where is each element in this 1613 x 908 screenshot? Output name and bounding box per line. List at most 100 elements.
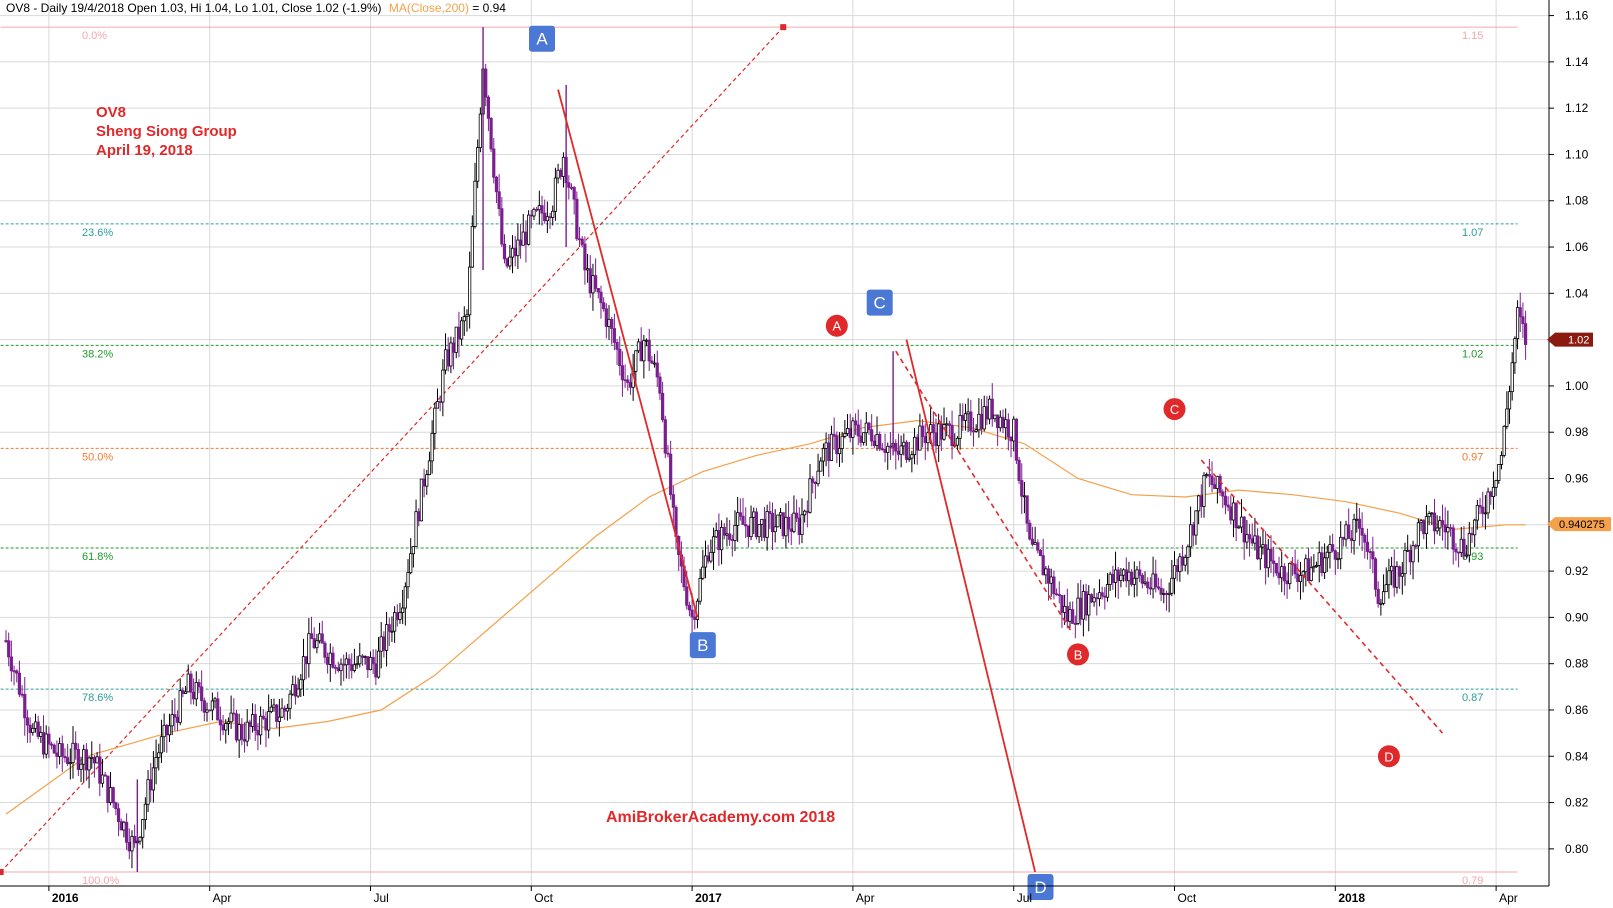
candle-body xyxy=(162,724,166,738)
candle-body xyxy=(1400,573,1404,577)
candle-body xyxy=(931,424,935,434)
x-tick-label: Apr xyxy=(213,891,232,905)
candle-body xyxy=(468,266,472,316)
candle-body xyxy=(518,239,523,246)
candle-body xyxy=(832,433,836,437)
wave-circle-marker xyxy=(1377,745,1400,768)
candle-body xyxy=(848,428,852,438)
candle-body xyxy=(446,349,450,367)
candle-body xyxy=(650,360,654,364)
candle-body xyxy=(360,655,365,658)
candle-body xyxy=(594,275,598,289)
candle-body xyxy=(610,318,614,329)
candle-body xyxy=(1076,597,1080,624)
candle-body xyxy=(248,721,252,727)
candle-body xyxy=(795,512,799,519)
candle-body xyxy=(406,572,410,588)
candle-body xyxy=(1306,558,1311,581)
candle-body xyxy=(851,420,855,438)
fib-pct-label: 38.2% xyxy=(82,348,113,360)
candle-body xyxy=(451,342,456,353)
candle-body xyxy=(937,423,941,447)
candle-body xyxy=(920,425,925,438)
y-tick-label: 0.98 xyxy=(1565,425,1589,439)
candle-body xyxy=(1138,569,1142,576)
candle-body xyxy=(1336,558,1340,561)
candle-body xyxy=(816,470,820,485)
candle-body xyxy=(1108,573,1112,585)
candle-body xyxy=(896,450,901,455)
candle-body xyxy=(811,478,815,483)
candle-body xyxy=(1384,584,1388,593)
candle-body xyxy=(304,656,308,665)
candle-body xyxy=(669,453,673,496)
candle-body xyxy=(1159,587,1163,595)
candle-body xyxy=(719,526,724,551)
candle-body xyxy=(224,723,228,731)
candle-body xyxy=(987,398,992,420)
candle-body xyxy=(1146,581,1150,589)
candle-body xyxy=(419,478,424,522)
candle-body xyxy=(880,448,884,451)
candle-body xyxy=(1130,571,1134,585)
candle-body xyxy=(1314,565,1319,567)
trend-lines xyxy=(557,89,1444,873)
candle-body xyxy=(125,821,129,843)
candle-body xyxy=(808,478,812,513)
wave-square-marker xyxy=(1027,874,1054,901)
candle-body xyxy=(245,721,249,742)
candle-body xyxy=(1365,541,1370,552)
candle-body xyxy=(1079,597,1083,620)
watermark: AmiBrokerAcademy.com 2018 xyxy=(606,809,835,826)
candle-body xyxy=(414,511,418,547)
candle-body xyxy=(567,182,571,188)
candle-body xyxy=(1422,520,1426,535)
candle-body xyxy=(1014,418,1018,461)
candle-body xyxy=(1339,536,1343,560)
candle-body xyxy=(165,724,169,736)
candle-body xyxy=(996,414,1000,429)
candle-body xyxy=(722,526,726,536)
candle-body xyxy=(374,663,378,678)
wave-circle-marker xyxy=(1163,398,1186,421)
candle-body xyxy=(449,342,453,367)
candle-body xyxy=(478,113,482,148)
candle-body xyxy=(1427,513,1431,518)
candle-body xyxy=(819,460,823,472)
fib-anchor-end xyxy=(780,24,787,31)
candle-body xyxy=(1041,555,1045,576)
candle-body xyxy=(1057,594,1061,596)
candle-body xyxy=(918,425,922,451)
candle-body xyxy=(1282,566,1286,582)
candle-body xyxy=(1156,586,1161,589)
candle-body xyxy=(923,436,927,444)
candle-body xyxy=(623,379,627,382)
candle-body xyxy=(368,657,373,671)
annotation-ticker: OV8 xyxy=(96,104,126,121)
candle-body xyxy=(835,435,839,455)
candle-body xyxy=(205,709,209,713)
candle-body xyxy=(655,362,659,378)
fib-pct-label: 78.6% xyxy=(82,692,113,704)
candle-body xyxy=(1001,416,1005,429)
candle-body xyxy=(320,633,324,644)
candle-body xyxy=(285,707,290,712)
candle-body xyxy=(618,348,622,367)
trend-line xyxy=(895,350,1074,635)
candle-body xyxy=(977,413,981,431)
fib-pct-label: 100.0% xyxy=(82,875,120,887)
wave-circle-label: C xyxy=(1170,402,1179,417)
candle-body xyxy=(1486,491,1490,514)
candle-body xyxy=(1167,592,1171,595)
candle-body xyxy=(1215,475,1219,489)
candle-body xyxy=(141,819,145,838)
candle-body xyxy=(339,663,343,671)
candle-body xyxy=(1229,506,1233,521)
candle-body xyxy=(778,512,783,516)
candle-body xyxy=(1191,524,1195,536)
candle-body xyxy=(588,268,592,294)
candle-body xyxy=(585,268,590,271)
candle-body xyxy=(543,212,547,222)
candle-body xyxy=(151,767,156,791)
candle-body xyxy=(1368,551,1372,553)
